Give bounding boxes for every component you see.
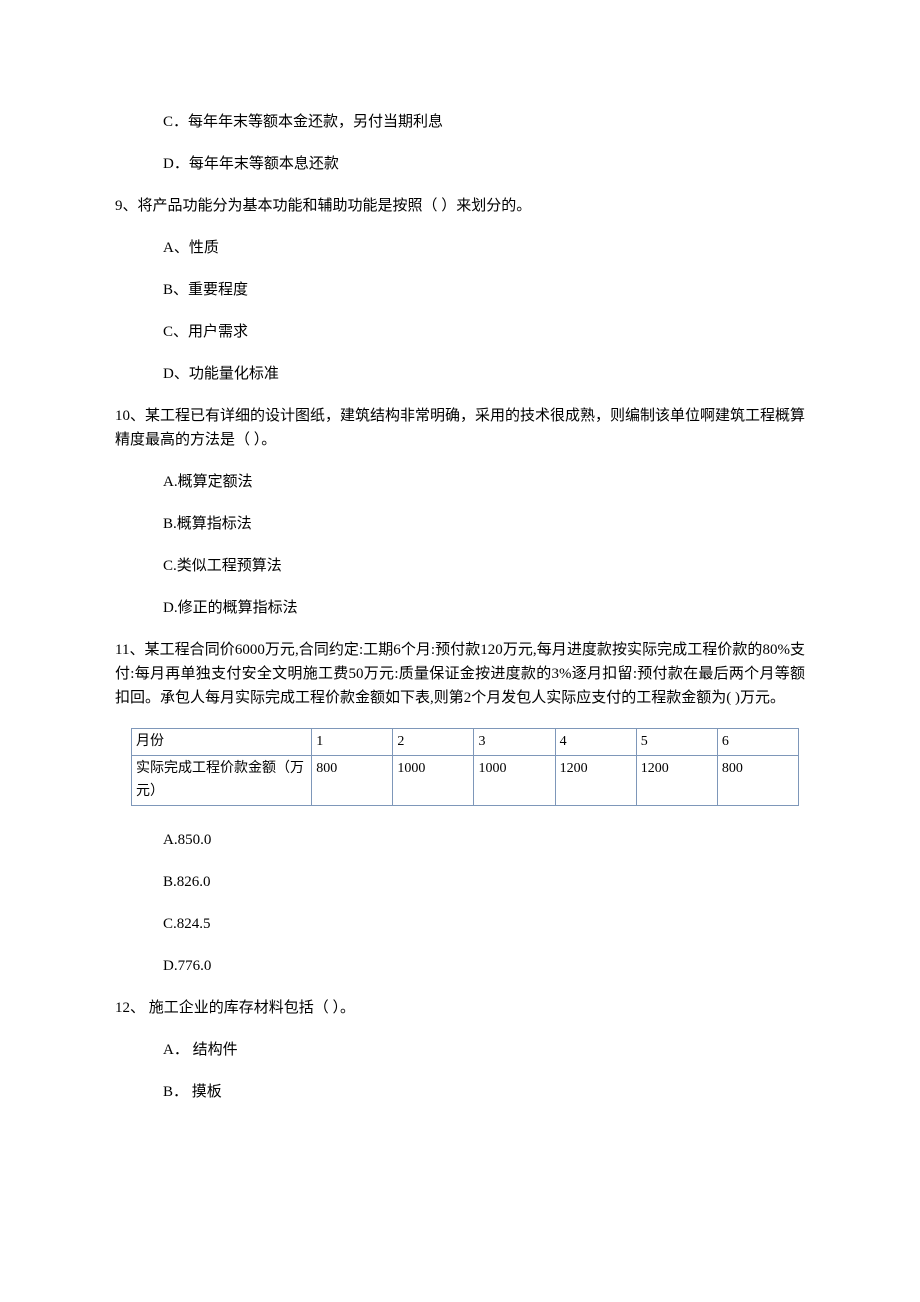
q10-option-b: B.概算指标法 <box>115 512 805 536</box>
cell-month: 3 <box>474 729 555 756</box>
q10-option-d: D.修正的概算指标法 <box>115 596 805 620</box>
row2-label: 实际完成工程价款金额（万元） <box>132 756 312 806</box>
cell-value: 1200 <box>636 756 717 806</box>
q11-option-b: B.826.0 <box>115 870 805 894</box>
q8-option-d: D．每年年末等额本息还款 <box>115 152 805 176</box>
q9-option-c: C、用户需求 <box>115 320 805 344</box>
document-page: C．每年年末等额本金还款，另付当期利息 D．每年年末等额本息还款 9、将产品功能… <box>0 0 920 1302</box>
q10-option-c: C.类似工程预算法 <box>115 554 805 578</box>
q9-option-a: A、性质 <box>115 236 805 260</box>
cell-month: 6 <box>717 729 798 756</box>
row1-label: 月份 <box>132 729 312 756</box>
cell-value: 800 <box>717 756 798 806</box>
q11-option-d: D.776.0 <box>115 954 805 978</box>
cell-value: 1000 <box>474 756 555 806</box>
q10-option-a: A.概算定额法 <box>115 470 805 494</box>
q11-option-c: C.824.5 <box>115 912 805 936</box>
q11-table-wrap: 月份 1 2 3 4 5 6 实际完成工程价款金额（万元） 800 1000 1… <box>115 728 805 806</box>
q9-stem: 9、将产品功能分为基本功能和辅助功能是按照（ ）来划分的。 <box>115 194 805 218</box>
q12-stem: 12、 施工企业的库存材料包括（ ）。 <box>115 996 805 1020</box>
cell-value: 1000 <box>393 756 474 806</box>
q12-option-b: B． 摸板 <box>115 1080 805 1104</box>
cell-value: 800 <box>312 756 393 806</box>
cell-month: 1 <box>312 729 393 756</box>
cell-month: 4 <box>555 729 636 756</box>
cell-month: 5 <box>636 729 717 756</box>
table-row: 月份 1 2 3 4 5 6 <box>132 729 799 756</box>
q9-option-b: B、重要程度 <box>115 278 805 302</box>
cell-month: 2 <box>393 729 474 756</box>
q11-stem: 11、某工程合同价6000万元,合同约定:工期6个月:预付款120万元,每月进度… <box>115 638 805 710</box>
q12-option-a: A． 结构件 <box>115 1038 805 1062</box>
cell-value: 1200 <box>555 756 636 806</box>
q8-option-c: C．每年年末等额本金还款，另付当期利息 <box>115 110 805 134</box>
q11-table: 月份 1 2 3 4 5 6 实际完成工程价款金额（万元） 800 1000 1… <box>131 728 799 806</box>
q11-option-a: A.850.0 <box>115 828 805 852</box>
q10-stem: 10、某工程已有详细的设计图纸，建筑结构非常明确，采用的技术很成熟，则编制该单位… <box>115 404 805 452</box>
table-row: 实际完成工程价款金额（万元） 800 1000 1000 1200 1200 8… <box>132 756 799 806</box>
q9-option-d: D、功能量化标准 <box>115 362 805 386</box>
